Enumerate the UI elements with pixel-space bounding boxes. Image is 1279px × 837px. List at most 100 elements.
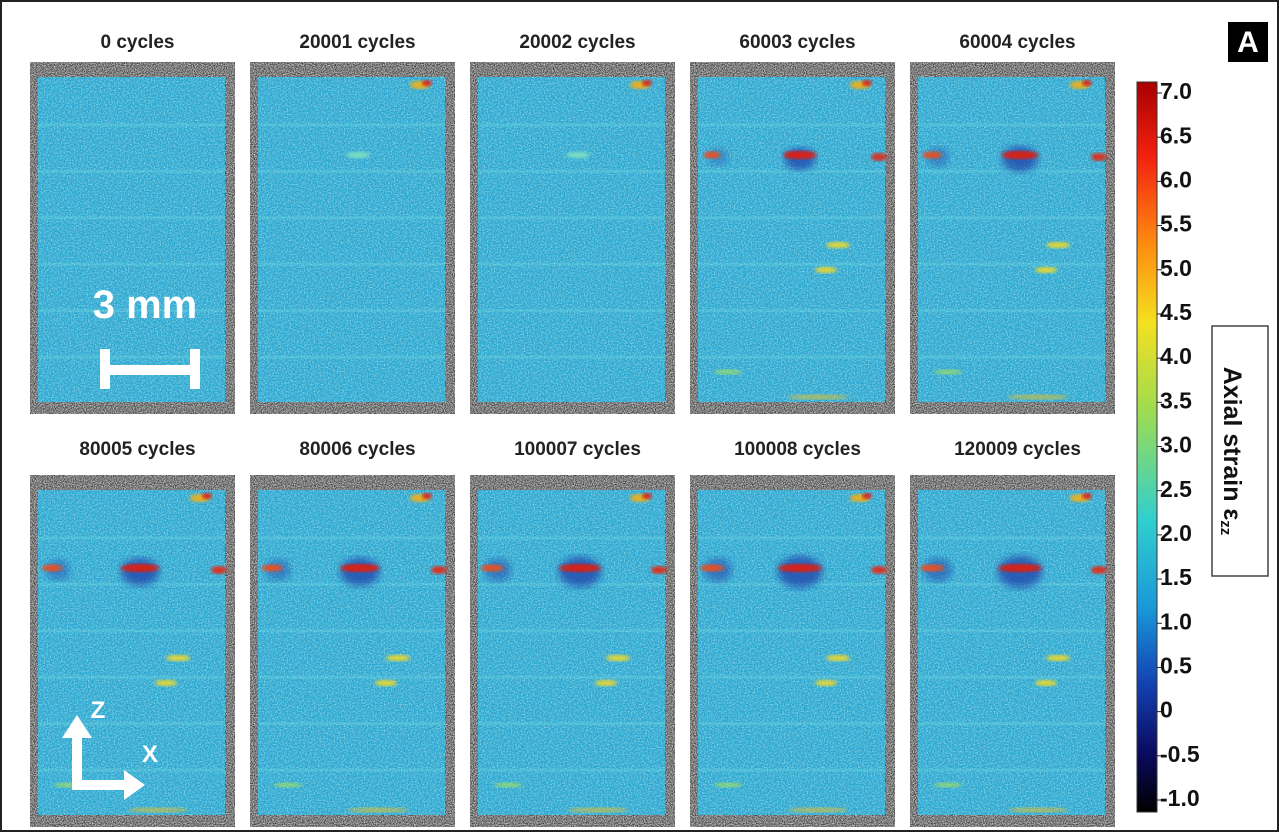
streak — [559, 564, 601, 572]
streak — [261, 565, 282, 572]
band — [698, 676, 885, 679]
x-arrow — [72, 780, 127, 790]
streak — [815, 680, 837, 686]
streak — [1008, 395, 1068, 400]
colorbar-tick-label: 3.5 — [1160, 387, 1192, 413]
hot-spot — [1082, 493, 1092, 499]
panel-title: 60003 cycles — [739, 32, 855, 53]
streak — [1002, 151, 1039, 159]
streak — [714, 370, 742, 375]
band — [38, 123, 225, 126]
band — [38, 769, 225, 772]
streak — [1008, 808, 1068, 813]
colorbar-tick-label: 1.0 — [1160, 608, 1192, 634]
streak — [386, 655, 410, 661]
panel-title: 80005 cycles — [79, 439, 195, 460]
band — [698, 629, 885, 632]
band — [698, 263, 885, 266]
streak — [651, 566, 667, 574]
z-label: Z — [91, 697, 106, 724]
streak — [348, 808, 408, 813]
streak — [121, 564, 160, 572]
band — [478, 629, 665, 632]
band — [918, 356, 1105, 359]
streak — [155, 680, 177, 686]
x-label: X — [142, 741, 158, 768]
panel-title: 120009 cycles — [954, 439, 1081, 460]
strain-map — [30, 475, 235, 827]
streak — [788, 808, 848, 813]
streak — [934, 370, 962, 375]
streak — [481, 565, 504, 572]
colorbar-tick-label: 1.5 — [1160, 564, 1192, 590]
panel-title: 100008 cycles — [734, 439, 861, 460]
colorbar-tick-label: 6.0 — [1160, 166, 1192, 192]
streak — [700, 565, 724, 572]
panel-title: 60004 cycles — [959, 32, 1075, 53]
band — [918, 676, 1105, 679]
band — [698, 356, 885, 359]
band — [478, 123, 665, 126]
band — [698, 722, 885, 725]
streak — [826, 655, 850, 661]
colorbar-tick-label: 0.5 — [1160, 653, 1192, 679]
streak — [922, 152, 941, 159]
streak — [1091, 566, 1107, 574]
scale-bar-label: 3 mm — [93, 283, 198, 327]
scale-bar-end — [100, 349, 110, 389]
band — [698, 309, 885, 312]
panel-title: 0 cycles — [101, 32, 175, 53]
band — [38, 629, 225, 632]
hot-spot — [202, 493, 212, 499]
panel-title: 20001 cycles — [299, 32, 415, 53]
strain-map — [910, 475, 1115, 827]
streak — [1046, 242, 1070, 248]
band — [918, 629, 1105, 632]
band — [918, 309, 1105, 312]
streak — [211, 566, 227, 574]
streak — [778, 564, 822, 572]
panel-label: A — [1237, 26, 1259, 59]
colorbar-tick-label: 7.0 — [1160, 78, 1192, 104]
band — [918, 769, 1105, 772]
band — [478, 309, 665, 312]
band — [258, 123, 445, 126]
panel-title: 100007 cycles — [514, 439, 641, 460]
band — [258, 356, 445, 359]
streak — [714, 783, 742, 788]
colorbar-tick-label: -0.5 — [1160, 741, 1200, 767]
streak — [1035, 680, 1057, 686]
colorbar-tick-label: 4.0 — [1160, 343, 1192, 369]
hot-spot — [862, 80, 872, 86]
colorbar-tick-label: 3.0 — [1160, 432, 1192, 458]
colorbar-label-text: Axial strain ε — [1218, 367, 1246, 521]
figure: 0 cycles20001 cycles20002 cycles60003 cy… — [0, 0, 1279, 832]
band — [918, 123, 1105, 126]
strain-map — [690, 475, 895, 827]
band — [478, 170, 665, 173]
band — [918, 722, 1105, 725]
strain-map — [470, 475, 675, 827]
streak — [128, 808, 188, 813]
strain-map — [250, 62, 455, 414]
band — [38, 722, 225, 725]
hot-spot — [1082, 80, 1092, 86]
hot-spot — [422, 493, 432, 499]
hot-spot — [642, 493, 652, 499]
colorbar-tick-label: 5.0 — [1160, 255, 1192, 281]
band — [38, 170, 225, 173]
streak — [815, 267, 837, 273]
band — [698, 170, 885, 173]
streak — [934, 783, 962, 788]
streak — [788, 395, 848, 400]
streak — [566, 152, 590, 158]
hot-spot — [642, 80, 652, 86]
streak — [568, 808, 628, 813]
band — [258, 309, 445, 312]
band — [698, 216, 885, 219]
colorbar-tick-label: -1.0 — [1160, 785, 1200, 811]
streak — [346, 152, 370, 158]
colorbar-tick-label: 2.5 — [1160, 476, 1192, 502]
colorbar-tick-label: 2.0 — [1160, 520, 1192, 546]
streak — [871, 566, 887, 574]
